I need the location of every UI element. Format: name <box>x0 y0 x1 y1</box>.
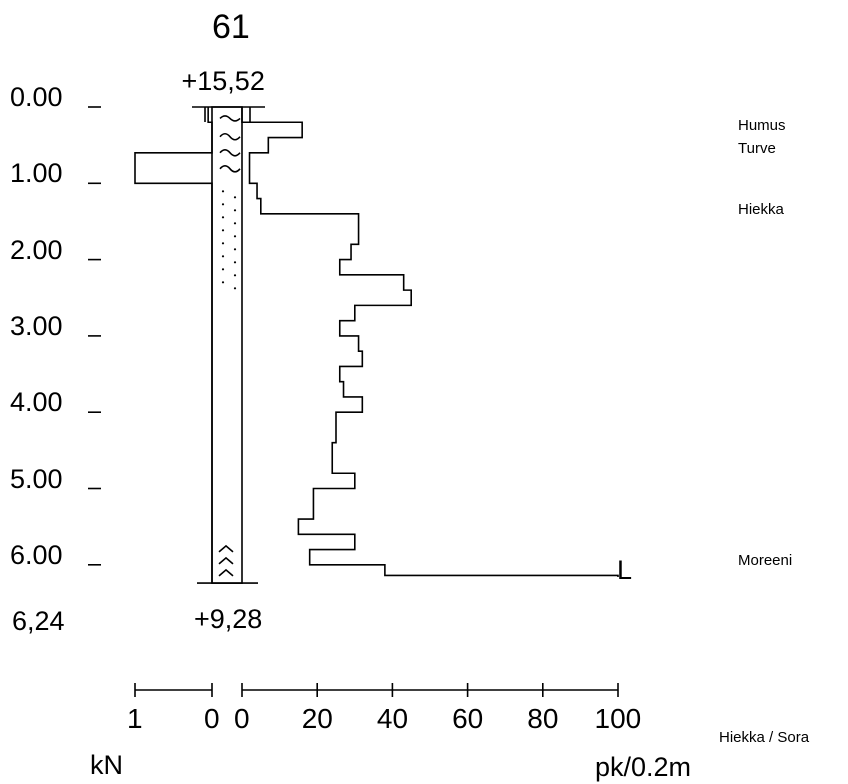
kn-unit-label: kN <box>90 750 123 780</box>
sand-dot <box>233 235 237 238</box>
pk-tick-label: 0 <box>234 703 250 734</box>
top-level-label: +15,52 <box>181 66 265 96</box>
bottom-note: Hiekka / Sora <box>719 729 810 746</box>
sand-dot <box>233 196 237 199</box>
soil-label-humus: Humus <box>738 116 786 134</box>
sand-dot <box>233 274 237 277</box>
sand-dot <box>221 242 225 245</box>
depth-label: 3.00 <box>10 310 63 341</box>
depth-label: 2.00 <box>10 234 63 265</box>
sand-dot <box>221 203 225 206</box>
peat-symbol <box>219 165 241 173</box>
sand-dot <box>221 255 225 258</box>
sand-dot <box>233 209 237 212</box>
kn-tick-label: 1 <box>127 703 143 734</box>
peat-symbol <box>219 132 241 141</box>
sand-dot <box>233 248 237 251</box>
till-symbol <box>218 568 234 577</box>
till-symbol <box>218 544 234 553</box>
sand-dot <box>233 287 237 290</box>
pk-tick-label: 60 <box>452 703 484 734</box>
humus-symbol <box>219 115 241 122</box>
soil-column <box>211 106 243 584</box>
end-marker: L <box>617 555 633 585</box>
depth-label: 5.00 <box>10 463 63 494</box>
depth-label: 0.00 <box>10 82 63 112</box>
sand-dot <box>221 268 225 271</box>
pk-tick-label: 80 <box>527 703 559 734</box>
pk-tick-label: 20 <box>301 703 333 734</box>
soil-label-hiekka: Hiekka <box>738 200 784 218</box>
sand-dot <box>221 190 225 193</box>
depth-label: 1.00 <box>10 158 63 189</box>
sand-dot <box>221 216 225 219</box>
peat-symbol <box>219 148 241 157</box>
sand-dot <box>221 229 225 232</box>
kn-profile-line <box>134 107 213 584</box>
pk-tick-label: 40 <box>376 703 409 734</box>
depth-label: 6.00 <box>10 539 63 570</box>
soil-label-moreeni: Moreeni <box>738 551 793 569</box>
pk-profile-line <box>241 107 619 578</box>
till-symbol <box>218 556 234 565</box>
soil-label-turve: Turve <box>738 139 776 157</box>
pk-tick-label: 100 <box>594 703 642 734</box>
sand-dot <box>221 281 225 284</box>
pk-unit-label: pk/0.2m <box>595 752 692 782</box>
sand-dot <box>233 222 237 225</box>
total-depth-label: 6,24 <box>12 606 65 636</box>
depth-label: 4.00 <box>10 387 63 418</box>
sounding-id: 61 <box>212 8 250 46</box>
sand-dot <box>233 261 237 264</box>
kn-tick-label: 0 <box>204 703 220 734</box>
bottom-level-label: +9,28 <box>194 604 263 634</box>
